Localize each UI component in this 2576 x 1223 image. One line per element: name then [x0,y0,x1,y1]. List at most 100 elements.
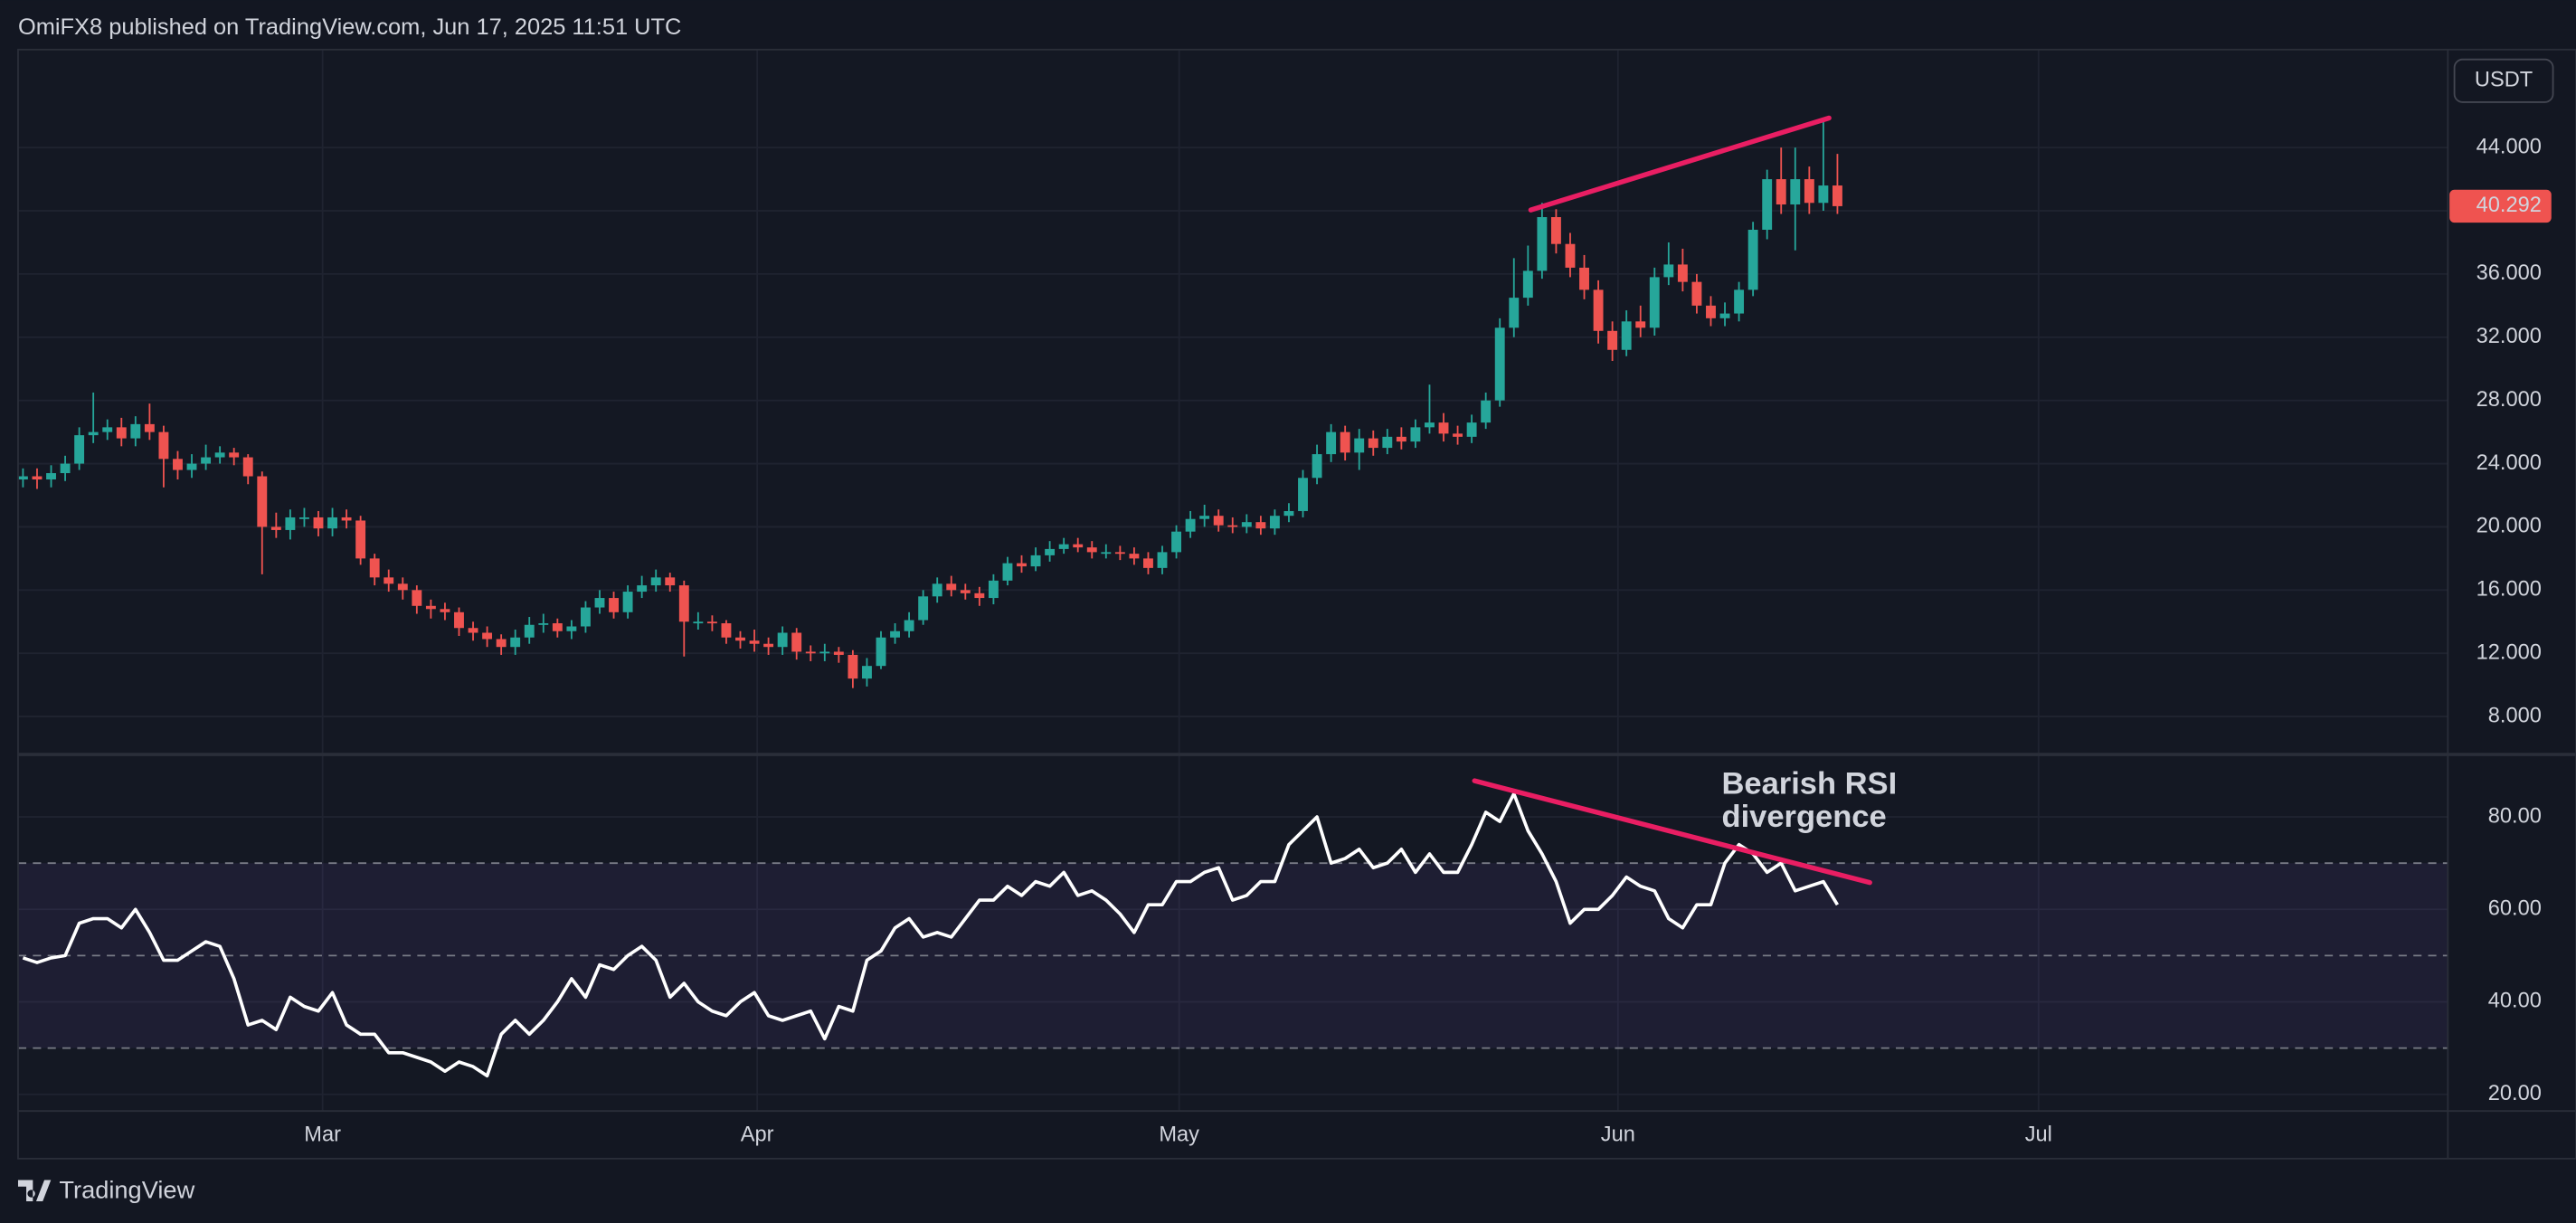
plot-area [17,49,2448,1112]
candle-body [1410,427,1421,442]
candle-body [130,423,141,439]
candle-body [1762,179,1773,230]
candle-body [1002,563,1013,581]
candle-body [1804,179,1814,204]
candle-body [1790,179,1801,205]
y-tick-label: 28.000 [2477,388,2542,412]
candle-body [173,459,183,470]
candle-body [1719,313,1730,318]
candle-body [1466,422,1477,437]
candle-body [1199,516,1210,519]
candle-body [1045,548,1056,555]
last-price-box [2449,189,2552,223]
candle-body [397,583,408,591]
candle-body [1550,217,1561,244]
candle-body [805,651,816,654]
candle-body [425,605,436,610]
candle-body [1593,289,1604,331]
currency-box[interactable] [2453,58,2554,103]
candle-body [1453,433,1463,437]
candle-body [298,517,309,519]
footer: TradingView [59,1175,194,1203]
candle-body [285,517,296,530]
candle-body [482,632,493,640]
candle-body [1171,531,1182,553]
candle-body [1213,516,1224,526]
candle-body [102,427,113,432]
logo [17,1180,52,1202]
candle-body [1312,454,1322,479]
candle-body [1579,267,1589,290]
candle-body [1621,321,1632,350]
candle-body [214,452,225,458]
candle-body [74,435,85,464]
candle-body [1635,321,1646,328]
candle-body [60,463,71,474]
candle-body [650,577,661,586]
currency[interactable]: USDT [2475,69,2533,92]
candle-body [1425,422,1435,428]
candle-body [763,643,774,648]
candle-body [580,607,591,627]
candle-body [538,623,549,625]
trendline [1528,115,1832,213]
candle-body [637,585,648,593]
candle-body [1129,554,1140,559]
candle-body [749,640,760,644]
candle-body [524,624,535,638]
y-tick-label: 40.00 [2488,990,2542,1013]
y-tick-label: 20.000 [2477,515,2542,538]
candle-body [46,473,56,480]
candle-body [229,452,240,458]
candle-body [1481,400,1492,423]
candle-body [833,651,844,655]
candle-body [270,526,281,530]
candle-body [1101,552,1112,555]
candle-body [1607,330,1618,350]
x-tick-label: May [1159,1123,1199,1147]
annotation: Bearish RSI [1722,767,1898,801]
candle-body [186,463,197,470]
candle-body [1396,436,1406,442]
candle-body [1269,516,1280,529]
y-tick-label: 12.000 [2477,640,2542,664]
candle-body [862,666,872,679]
candle-body [257,476,268,527]
candle-body [960,590,971,593]
candle-body [819,651,830,654]
y-tick-label: 24.000 [2477,451,2542,475]
candle-body [384,577,394,584]
candle-body [1691,281,1702,306]
candle-body [706,621,717,624]
candle-body [1382,436,1393,449]
candle-body [1509,298,1520,328]
candle-body [1030,555,1041,567]
candle-body [1340,431,1350,453]
candle-body [552,623,563,631]
header: OmiFX8 published on TradingView.com, Jun… [18,14,681,40]
candle-body [242,457,253,477]
candle-body [1522,270,1533,299]
candle-body [1677,264,1688,282]
trendline [1472,778,1872,886]
candle-body [735,637,745,641]
candle-body [1241,522,1252,527]
candle-body [566,626,577,631]
candle-body [1058,544,1069,549]
y-tick-label: 36.000 [2477,261,2542,285]
candle-body [791,632,802,652]
rsi-line [22,792,1839,1078]
grid [17,49,2448,1112]
candle-body [1706,305,1716,318]
marks [17,115,1872,1078]
candle-body [1143,558,1153,568]
candle-body [1185,518,1196,532]
candle-body [1255,522,1266,529]
candle-body [1565,243,1576,268]
candle-body [988,580,999,599]
y-tick-label: 32.000 [2477,325,2542,348]
candle-body [678,585,689,622]
candle-body [1227,525,1238,527]
candle-body [341,517,352,521]
